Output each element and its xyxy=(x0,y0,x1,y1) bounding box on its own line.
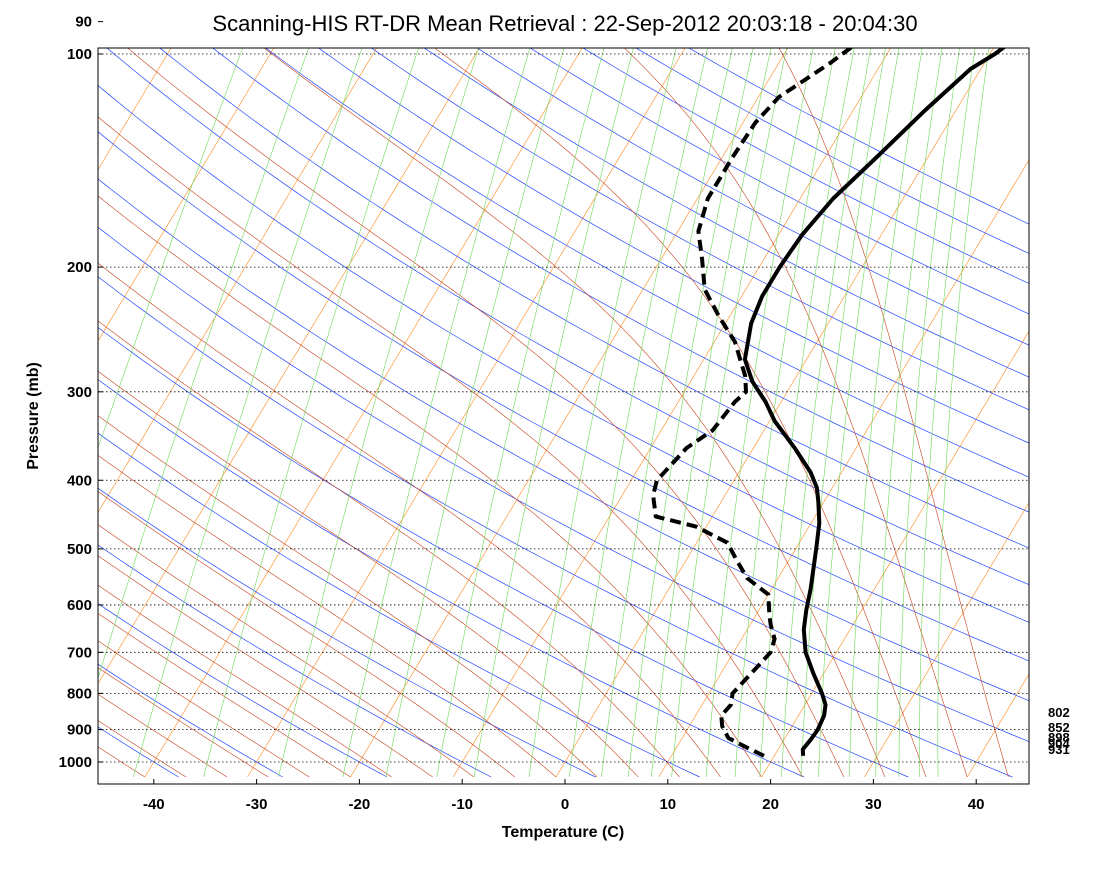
moist-adiabat-line xyxy=(239,0,926,777)
x-tick-label: 0 xyxy=(561,796,569,813)
isotherm-line xyxy=(0,0,28,777)
isotherm-line xyxy=(145,0,748,777)
right-pressure-label: 802 xyxy=(1048,705,1070,720)
y-tick-label: 800 xyxy=(67,685,92,702)
dry-adiabat-line xyxy=(0,0,804,777)
moist-adiabat-line xyxy=(0,202,350,777)
plot-frame xyxy=(98,48,1029,784)
moist-adiabat-line xyxy=(0,0,720,777)
right-pressure-label: 931 xyxy=(1048,742,1070,757)
dry-adiabat-line xyxy=(0,0,387,777)
mixing-ratio-line xyxy=(386,0,644,777)
x-tick-label: -10 xyxy=(451,796,473,813)
isotherm-line xyxy=(248,0,851,777)
chart-title: Scanning-HIS RT-DR Mean Retrieval : 22-S… xyxy=(212,11,917,36)
moist-adiabat-line xyxy=(0,261,227,777)
mixing-ratio-line xyxy=(672,0,849,777)
isotherm-line xyxy=(350,0,953,777)
y-tick-label: 900 xyxy=(67,722,92,739)
dewpoint-profile-line xyxy=(653,0,1111,756)
isotherm-line xyxy=(659,0,1111,777)
y-axis-ticks: 5060708090100200300400500600700800900100… xyxy=(59,0,103,771)
isotherm-line xyxy=(0,0,131,777)
dry-adiabat-line xyxy=(0,0,1012,777)
isotherm-line xyxy=(967,0,1111,777)
isotherm-line xyxy=(42,0,645,777)
mixing-ratio-line xyxy=(278,0,565,777)
y-axis-label: Pressure (mb) xyxy=(25,362,42,470)
mixing-ratio-line xyxy=(474,0,708,777)
y-tick-label: 700 xyxy=(67,644,92,661)
pressure-gridlines xyxy=(98,0,1029,762)
x-tick-label: 30 xyxy=(865,796,882,813)
moist-adiabat-line xyxy=(0,242,268,778)
y-tick-label: 500 xyxy=(67,541,92,558)
y-tick-label: 100 xyxy=(67,46,92,63)
y-tick-label: 600 xyxy=(67,597,92,614)
x-axis-label: Temperature (C) xyxy=(502,824,624,841)
profile-series xyxy=(653,0,1111,756)
mixing-ratio-line xyxy=(343,0,612,777)
x-tick-label: 40 xyxy=(968,796,985,813)
dry-adiabat-line xyxy=(90,0,1111,777)
dry-adiabat-line xyxy=(172,0,1111,777)
x-tick-label: 20 xyxy=(762,796,779,813)
x-tick-label: -40 xyxy=(143,796,165,813)
moist-adiabat-line xyxy=(0,28,638,777)
moist-adiabat-line xyxy=(0,139,474,777)
dry-adiabat-line xyxy=(214,0,1111,777)
x-tick-label: 10 xyxy=(659,796,676,813)
dry-adiabat-line xyxy=(0,0,700,777)
moist-adiabat-line xyxy=(0,299,145,777)
y-tick-label: 200 xyxy=(67,259,92,276)
mixing-ratio-line xyxy=(849,0,972,777)
moist-adiabat-line xyxy=(0,162,433,777)
background-lines xyxy=(0,0,1111,777)
y-tick-label: 400 xyxy=(67,472,92,489)
x-tick-label: -20 xyxy=(349,796,371,813)
isotherm-line xyxy=(1070,0,1111,777)
y-tick-label: 300 xyxy=(67,384,92,401)
dry-adiabat-line xyxy=(131,0,1111,777)
y-tick-label: 1000 xyxy=(59,754,92,771)
moist-adiabat-line xyxy=(0,0,762,777)
dry-adiabat-line xyxy=(0,0,283,777)
mixing-ratio-line xyxy=(876,0,990,777)
mixing-ratio-line xyxy=(0,0,346,777)
moist-adiabat-line xyxy=(438,0,967,777)
mixing-ratio-line xyxy=(133,0,456,777)
moist-adiabat-line xyxy=(0,183,392,777)
isotherm-line xyxy=(762,0,1111,777)
moist-adiabat-line xyxy=(0,115,515,777)
mixing-ratio-line xyxy=(529,0,747,777)
moist-adiabat-line xyxy=(0,89,556,777)
x-tick-label: -30 xyxy=(246,796,268,813)
moist-adiabat-line xyxy=(0,0,679,777)
y-tick-label: 90 xyxy=(75,14,92,31)
plot-area xyxy=(0,0,1111,784)
